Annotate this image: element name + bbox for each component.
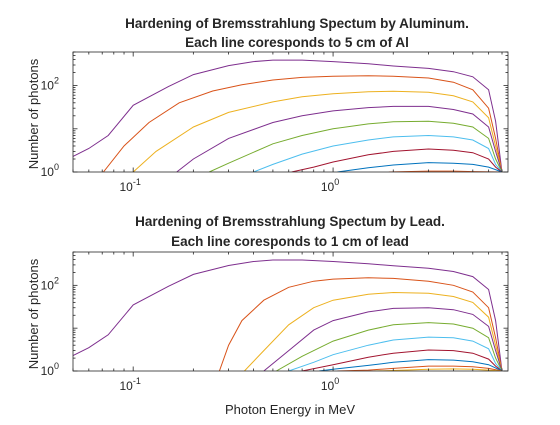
x-tick-label: 100 [321, 376, 339, 393]
series-line-2 [218, 277, 503, 371]
series-line-2 [103, 75, 503, 172]
series-line-8 [337, 162, 503, 172]
subplot-title-line-2: Each line coresponds to 5 cm of Al [185, 35, 409, 50]
y-axis-label: Number of photons [26, 58, 41, 169]
y-axis-label: Number of photons [26, 258, 41, 369]
series-line-3 [244, 291, 503, 371]
series-line-1 [73, 259, 503, 371]
x-axis-label: Photon Energy in MeV [225, 402, 355, 417]
subplot-title-line-1: Hardening of Bremsstrahlung Spectum by L… [135, 214, 445, 229]
y-tick-label: 100 [41, 361, 59, 378]
x-tick-label: 10-1 [119, 376, 140, 393]
y-tick-label: 102 [41, 275, 59, 292]
series-line-6 [253, 134, 503, 172]
subplot-title-line-1: Hardening of Bremsstrahlung Spectum by A… [125, 16, 469, 31]
x-tick-label: 100 [321, 177, 339, 194]
subplot-aluminum: Hardening of Bremsstrahlung Spectum by A… [26, 16, 509, 194]
subplot-title-line-2: Each line coresponds to 1 cm of lead [171, 234, 409, 249]
series-line-7 [302, 349, 503, 371]
series-line-5 [208, 120, 503, 172]
y-tick-label: 102 [41, 76, 59, 93]
series-line-4 [263, 307, 503, 371]
series-line-7 [291, 148, 503, 172]
subplot-lead: Hardening of Bremsstrahlung Spectum by L… [26, 214, 509, 417]
series-line-1 [73, 59, 503, 172]
x-tick-label: 10-1 [119, 177, 140, 194]
plot-frame [72, 251, 509, 372]
plot-frame [72, 51, 509, 173]
series-line-6 [288, 336, 503, 371]
series-line-8 [318, 359, 503, 371]
y-tick-label: 100 [41, 162, 59, 179]
series-line-5 [276, 322, 503, 371]
series-line-4 [176, 105, 503, 172]
series-line-9 [337, 365, 503, 371]
series-line-3 [132, 90, 503, 172]
